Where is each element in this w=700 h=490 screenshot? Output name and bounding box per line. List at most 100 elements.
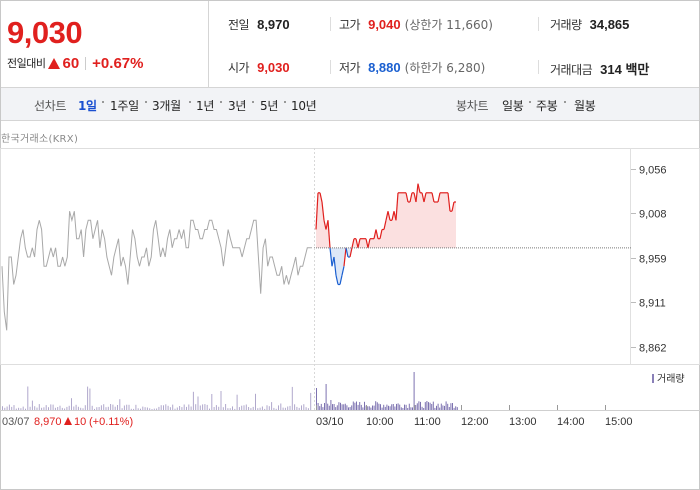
divider: [85, 56, 87, 70]
volume-bar: [206, 404, 208, 410]
volume-bar: [43, 407, 45, 410]
upper-limit: (상한가 11,660): [404, 18, 493, 32]
period-1d[interactable]: 1일: [78, 99, 97, 113]
volume-bar: [94, 408, 95, 410]
today-line-segment: [355, 238, 359, 248]
volume-bar: [257, 408, 259, 410]
period-1w[interactable]: 1주일: [110, 99, 139, 113]
volume-bar: [444, 405, 445, 410]
volume-bar: [103, 404, 105, 410]
volume-bar: [416, 403, 418, 410]
divider: [538, 17, 539, 31]
period-10y[interactable]: 10년: [291, 99, 317, 113]
volume-bar: [100, 405, 102, 410]
volume-bar: [436, 405, 437, 410]
volume-bar: [343, 404, 345, 410]
volume-bar: [248, 407, 250, 410]
today-line-segment: [417, 183, 421, 193]
volume-bar: [307, 408, 309, 410]
volume-bar: [278, 405, 279, 410]
volume-bar: [423, 408, 425, 410]
volume-bar: [322, 407, 324, 410]
today-line-segment: [335, 275, 339, 285]
volume-bar: [317, 403, 319, 410]
open-label: 시가: [228, 61, 250, 75]
today-line-segment: [383, 220, 387, 230]
volume-bar: [354, 402, 356, 410]
volume-bar: [197, 396, 199, 410]
today-line-segment: [327, 220, 331, 248]
volume-bar: [407, 408, 409, 410]
volume-bar: [357, 404, 359, 410]
volume-bar: [183, 404, 185, 410]
volume-bar: [4, 407, 6, 410]
volume-bar: [238, 407, 240, 410]
price-box: 9,030 전일대비 60 +0.67%: [1, 1, 209, 87]
period-5y[interactable]: 5년: [260, 99, 279, 113]
volume-bar: [245, 404, 247, 410]
volume-bar: [399, 404, 401, 410]
candle-weekly[interactable]: 주봉: [536, 99, 558, 113]
volume-bar: [325, 384, 327, 410]
volume-bar: [287, 406, 289, 410]
y-axis-ticks: 9,056 9,008 8,959 8,911 8,862: [639, 165, 667, 355]
volume-bar: [25, 408, 26, 410]
volume-bar: [6, 406, 8, 410]
volume-bar: [18, 407, 20, 410]
volume-bar: [298, 407, 300, 410]
today-line-segment: [423, 192, 427, 203]
volume-bar: [84, 405, 86, 410]
volume-bar: [421, 406, 423, 410]
volume-bar: [169, 407, 171, 410]
volume-bar: [123, 405, 125, 410]
volume-bar: [8, 404, 10, 410]
current-price: 9,030: [7, 15, 83, 50]
period-3y[interactable]: 3년: [228, 99, 247, 113]
volume-bar: [301, 405, 302, 410]
today-line-segment: [405, 192, 409, 203]
volume-bar: [359, 402, 361, 410]
volume-bar: [232, 406, 233, 410]
candle-monthly[interactable]: 월봉: [574, 99, 596, 113]
volume-bar: [20, 408, 22, 410]
volume-bar: [190, 406, 192, 410]
volume-bar: [440, 403, 442, 410]
period-3m[interactable]: 3개월: [152, 99, 181, 113]
today-line-segment: [339, 275, 343, 285]
volume-bar: [372, 405, 373, 410]
today-line-segment: [333, 256, 337, 276]
volume-bar: [384, 406, 386, 410]
volume-bar: [218, 406, 220, 410]
volume-bar: [456, 407, 458, 410]
volume-bar: [429, 402, 431, 410]
volume-bar: [291, 386, 293, 410]
volume-bar: [348, 407, 349, 410]
volume-bar: [13, 405, 15, 410]
volume-bar: [241, 405, 243, 410]
volume-bar: [179, 406, 181, 410]
volume-bar: [346, 405, 348, 410]
volume-label: 거래량: [550, 18, 582, 32]
period-1y[interactable]: 1년: [196, 99, 215, 113]
volume-bar: [405, 404, 407, 410]
volume-bar: [91, 405, 93, 410]
change-value: 60: [62, 54, 80, 72]
quote-summary: 9,030 전일대비 60 +0.67% 전일 8,970 시가 9,030 고…: [1, 1, 699, 88]
volume-bar: [367, 406, 369, 410]
volume-bar: [27, 386, 29, 410]
candle-daily[interactable]: 일봉: [502, 99, 524, 113]
today-line-segment: [373, 229, 377, 239]
volume-bar: [156, 408, 158, 410]
today-line-segment: [351, 238, 355, 248]
volume-bar: [375, 401, 377, 410]
volume-bar: [284, 407, 286, 410]
trade-value-value: 314 백만: [600, 62, 650, 77]
today-line-segment: [415, 183, 419, 203]
volume-bar: [324, 403, 325, 410]
volume-bar: [319, 406, 321, 410]
separator-dot: [564, 101, 566, 103]
divider: [538, 60, 539, 74]
volume-bar: [140, 408, 141, 410]
today-line-segment: [385, 211, 389, 221]
volume-bar: [142, 406, 144, 410]
